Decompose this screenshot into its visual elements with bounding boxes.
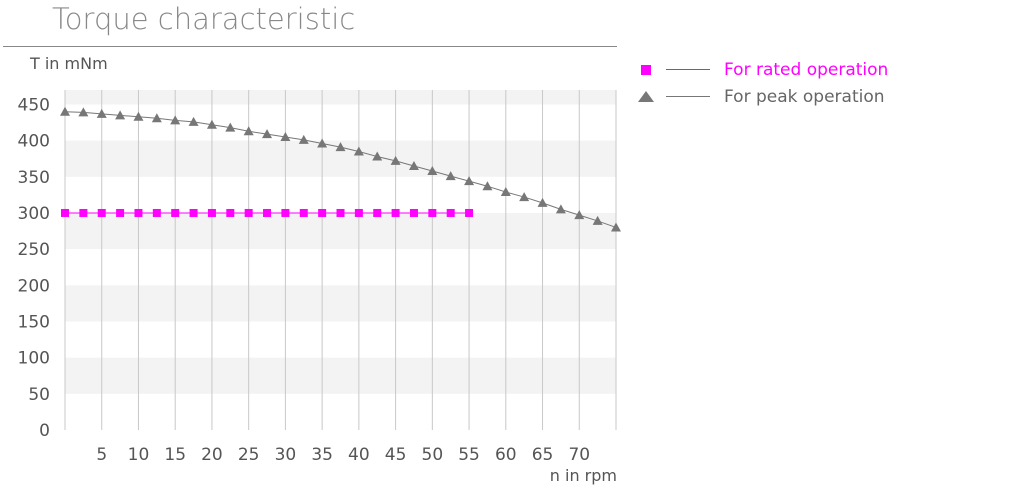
grid-band	[65, 285, 616, 322]
data-point-square	[373, 208, 382, 217]
x-tick-label: 35	[311, 445, 333, 465]
grid-band	[65, 357, 616, 394]
x-tick-label: 55	[458, 445, 480, 465]
legend: For rated operation For peak operation	[636, 56, 888, 110]
data-point-square	[244, 208, 253, 217]
data-point-triangle	[335, 142, 346, 152]
x-tick-label: 30	[275, 445, 297, 465]
data-point-triangle	[592, 215, 603, 225]
data-point-triangle	[243, 126, 254, 136]
data-point-triangle	[78, 107, 89, 117]
y-tick-label: 400	[18, 132, 50, 152]
x-tick-label: 10	[128, 445, 150, 465]
data-point-square	[226, 208, 235, 217]
legend-item-rated: For rated operation	[636, 56, 888, 83]
data-point-square	[336, 208, 345, 217]
plot-area: 0 50 100 150 200 250 300 350 400 450 5 10 15 20 25 30 35…	[18, 90, 621, 465]
data-point-triangle	[574, 210, 585, 220]
data-point-triangle	[555, 204, 566, 214]
legend-label-peak: For peak operation	[724, 86, 885, 107]
x-tick-label: 50	[422, 445, 444, 465]
grid-band	[65, 90, 616, 105]
data-point-square	[354, 208, 363, 217]
x-tick-label: 40	[348, 445, 370, 465]
x-tick-label: 65	[532, 445, 554, 465]
data-point-triangle	[500, 187, 511, 196]
data-point-triangle	[60, 106, 70, 116]
data-point-triangle	[133, 111, 144, 121]
data-point-triangle	[372, 151, 383, 161]
data-point-square	[134, 208, 143, 217]
legend-item-peak: For peak operation	[636, 83, 888, 110]
data-point-square	[299, 208, 308, 217]
x-tick-label: 15	[164, 445, 186, 465]
y-tick-label: 250	[18, 240, 50, 260]
data-point-triangle	[427, 166, 438, 176]
y-tick-label: 200	[18, 276, 50, 296]
data-point-square	[189, 208, 198, 217]
data-point-triangle	[280, 132, 291, 142]
data-point-triangle	[262, 129, 273, 139]
x-axis-label: n in rpm	[549, 466, 617, 485]
y-axis-label: T in mNm	[30, 54, 108, 73]
data-point-triangle	[390, 155, 401, 165]
data-point-triangle	[206, 119, 217, 129]
legend-line-peak	[666, 96, 710, 97]
data-point-triangle	[464, 176, 475, 186]
y-tick-label: 350	[18, 168, 50, 188]
data-point-square	[391, 208, 400, 217]
data-point-triangle	[408, 160, 419, 170]
data-point-triangle	[96, 108, 107, 118]
data-point-square	[318, 208, 327, 217]
y-tick-label: 100	[18, 349, 50, 369]
data-point-triangle	[537, 197, 548, 207]
y-tick-label: 150	[18, 312, 50, 332]
data-point-square	[97, 208, 106, 217]
legend-line-rated	[666, 69, 710, 70]
data-point-square	[207, 208, 216, 217]
data-point-square	[152, 208, 161, 217]
data-point-square	[281, 208, 290, 217]
x-tick-label: 45	[385, 445, 407, 465]
data-point-square	[409, 208, 418, 217]
data-point-square	[263, 208, 272, 217]
x-tick-label: 25	[238, 445, 260, 465]
data-point-triangle	[317, 138, 328, 148]
x-tick-label: 60	[495, 445, 517, 465]
data-point-triangle	[298, 134, 309, 144]
data-point-square	[446, 208, 455, 217]
x-tick-label: 5	[96, 445, 107, 465]
data-point-triangle	[519, 192, 530, 202]
data-point-triangle	[353, 146, 364, 156]
data-point-triangle	[445, 171, 456, 181]
data-point-square	[171, 208, 180, 217]
data-point-triangle	[170, 115, 181, 125]
triangle-marker-icon	[636, 90, 656, 104]
data-point-triangle	[188, 116, 199, 126]
chart-title: Torque characteristic	[52, 2, 356, 36]
title-rule	[3, 46, 617, 47]
y-tick-label: 450	[18, 95, 50, 115]
grid-band	[65, 212, 616, 250]
y-tick-label: 300	[18, 204, 50, 224]
data-point-triangle	[611, 222, 621, 232]
data-point-square	[465, 208, 474, 217]
data-point-square	[79, 208, 88, 217]
data-point-square	[61, 208, 69, 217]
data-point-triangle	[482, 181, 493, 191]
square-marker-icon	[636, 63, 656, 77]
data-point-square	[116, 208, 125, 217]
y-tick-label: 50	[28, 385, 50, 405]
y-tick-label: 0	[39, 421, 50, 441]
legend-label-rated: For rated operation	[724, 59, 889, 80]
x-tick-label: 20	[201, 445, 223, 465]
data-point-square	[428, 208, 437, 217]
data-point-triangle	[151, 113, 162, 123]
data-point-triangle	[115, 110, 126, 120]
data-point-triangle	[225, 122, 236, 132]
x-tick-label: 70	[568, 445, 590, 465]
